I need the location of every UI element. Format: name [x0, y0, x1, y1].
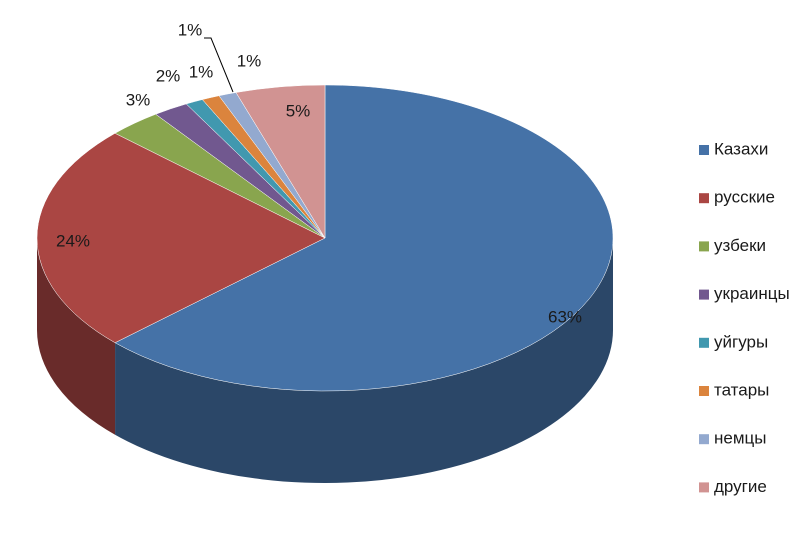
slice-side: [37, 238, 116, 435]
legend-label: узбеки: [714, 236, 766, 255]
legend-label: другие: [714, 477, 767, 496]
data-label: 1%: [189, 62, 214, 81]
data-label: 1%: [237, 51, 262, 70]
data-labels: 63% 24% 3% 2% 1% 1% 1% 5%: [56, 20, 582, 326]
leader-line: [204, 37, 234, 93]
legend-label: немцы: [714, 429, 767, 448]
legend-label: украинцы: [714, 284, 790, 303]
slice: [235, 84, 326, 239]
legend-swatch: [699, 241, 709, 252]
legend-label: уйгуры: [714, 332, 768, 351]
data-label: 5%: [286, 101, 311, 120]
data-label: 2%: [156, 66, 181, 85]
data-label: 3%: [126, 90, 151, 109]
legend: Казахи русские узбеки украинцы уйгуры татары н…: [699, 139, 790, 496]
legend-swatch: [699, 482, 709, 493]
legend-swatch: [699, 337, 709, 348]
slice-side: [115, 238, 613, 484]
data-label: 1%: [178, 20, 203, 39]
legend-label: татары: [714, 380, 769, 399]
legend-swatch: [699, 386, 709, 396]
data-label: 24%: [56, 231, 90, 250]
legend-swatch: [699, 145, 709, 155]
legend-swatch: [699, 193, 709, 204]
pie: [36, 84, 614, 484]
slice: [36, 132, 326, 344]
legend-swatch: [699, 289, 709, 300]
data-label: 63%: [548, 307, 582, 326]
legend-label: Казахи: [714, 139, 768, 158]
slice: [114, 84, 614, 392]
legend-label: русские: [714, 188, 775, 207]
legend-swatch: [699, 434, 709, 445]
